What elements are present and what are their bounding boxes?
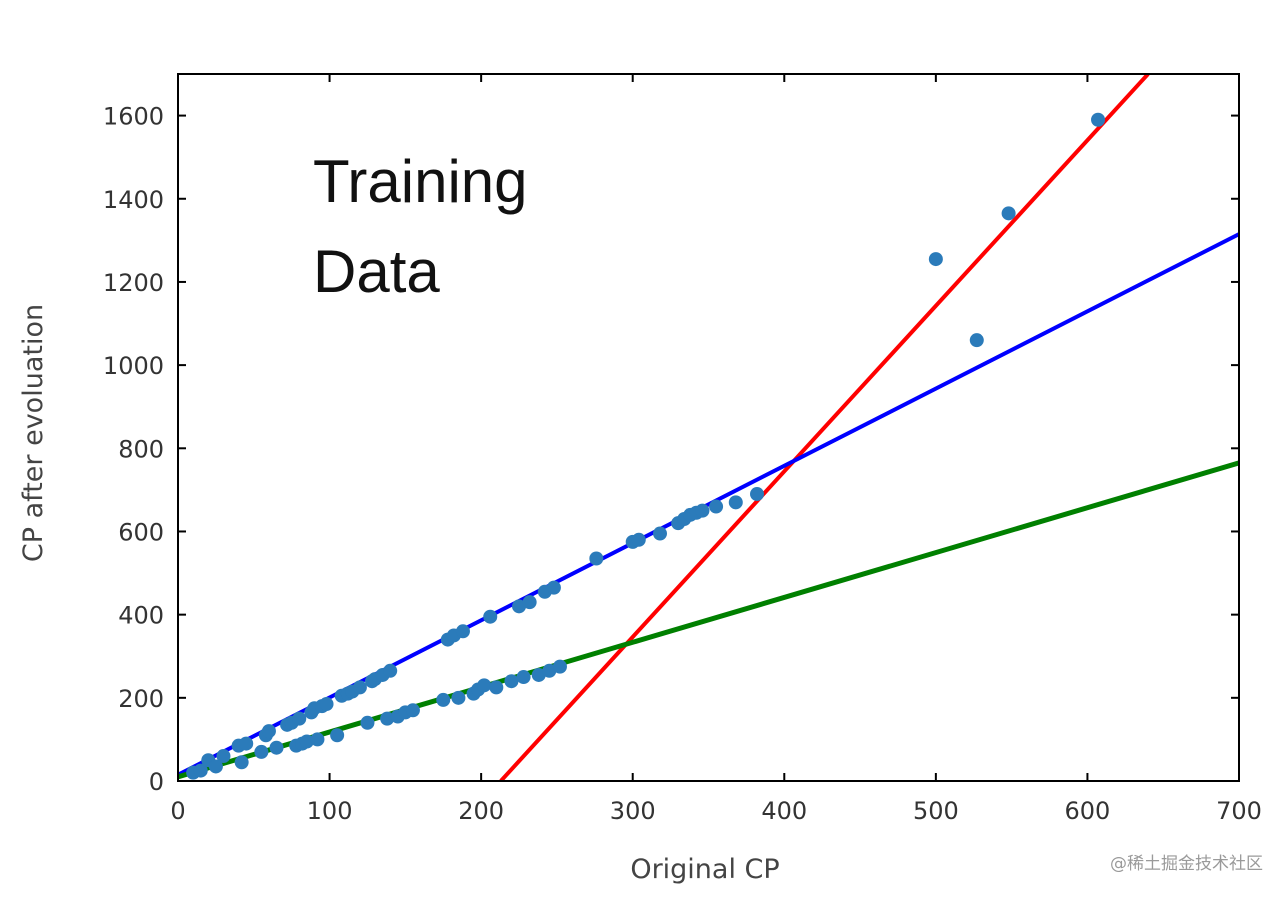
data-point (405, 703, 420, 718)
plot-frame (177, 73, 1240, 782)
data-point (695, 503, 710, 518)
annotation-line-1: Training (313, 148, 528, 215)
x-tick-label: 500 (913, 797, 959, 825)
y-tick-label: 1200 (103, 269, 164, 297)
data-point (380, 711, 395, 726)
data-point (489, 680, 504, 695)
data-point (292, 711, 307, 726)
y-tick-label: 800 (118, 435, 164, 463)
data-point (352, 680, 367, 695)
watermark: @稀土掘金技术社区 (1110, 854, 1263, 874)
data-point (451, 690, 466, 705)
data-point (652, 526, 667, 541)
data-point (208, 759, 223, 774)
y-tick-label: 0 (149, 768, 164, 796)
x-tick-label: 0 (170, 797, 185, 825)
data-point (455, 624, 470, 639)
x-tick-labels: 0 100 200 300 400 500 600 700 (170, 797, 1262, 825)
data-point (299, 734, 314, 749)
data-point (552, 659, 567, 674)
y-tick-label: 600 (118, 518, 164, 546)
y-tick-label: 1000 (103, 352, 164, 380)
data-point (522, 595, 537, 610)
y-tick-labels: 0 200 400 600 800 1000 1200 1400 1600 (103, 103, 164, 796)
data-point (631, 532, 646, 547)
data-point (542, 663, 557, 678)
data-point (728, 495, 743, 510)
data-point (436, 692, 451, 707)
y-tick-label: 1600 (103, 103, 164, 131)
data-point (319, 697, 334, 712)
data-point (750, 487, 765, 502)
data-point (234, 755, 249, 770)
data-point (709, 499, 724, 514)
data-point (216, 749, 231, 764)
annotation-line-2: Data (313, 238, 440, 305)
data-point (269, 740, 284, 755)
data-point (193, 763, 208, 778)
x-tick-label: 100 (307, 797, 353, 825)
y-axis-label: CP after evoluation (18, 304, 49, 562)
x-tick-label: 600 (1065, 797, 1111, 825)
data-point (483, 609, 498, 624)
data-point (239, 736, 254, 751)
axis-ticks (177, 74, 1240, 782)
data-point (477, 678, 492, 693)
x-tick-label: 300 (610, 797, 656, 825)
x-tick-label: 700 (1216, 797, 1262, 825)
data-point (1091, 112, 1106, 127)
data-point (504, 674, 519, 689)
red-fit-line (499, 74, 1150, 781)
y-tick-label: 1400 (103, 186, 164, 214)
x-axis-label: Original CP (630, 854, 779, 885)
y-tick-label: 200 (118, 685, 164, 713)
data-point (516, 670, 531, 685)
data-point (261, 724, 276, 739)
data-point (546, 580, 561, 595)
data-point (330, 728, 345, 743)
data-points (186, 112, 1106, 780)
data-point (254, 744, 269, 759)
data-point (589, 551, 604, 566)
data-point (969, 333, 984, 348)
data-point (383, 663, 398, 678)
data-point (310, 732, 325, 747)
data-point (360, 715, 375, 730)
data-point (512, 599, 527, 614)
y-tick-label: 400 (118, 602, 164, 630)
data-point (928, 252, 943, 267)
x-tick-label: 400 (761, 797, 807, 825)
data-point (531, 667, 546, 682)
data-point (1001, 206, 1016, 221)
green-fit-line (178, 460, 1239, 780)
x-tick-label: 200 (458, 797, 504, 825)
